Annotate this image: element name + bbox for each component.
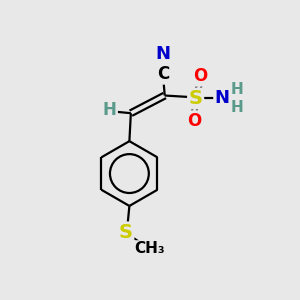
Text: O: O	[187, 112, 201, 130]
Text: H: H	[103, 101, 117, 119]
Text: H: H	[231, 100, 244, 115]
Text: N: N	[156, 45, 171, 63]
Text: CH₃: CH₃	[134, 241, 165, 256]
Text: S: S	[189, 89, 202, 108]
Text: S: S	[119, 223, 133, 242]
Text: N: N	[214, 89, 230, 107]
Text: H: H	[231, 82, 244, 97]
Text: C: C	[157, 65, 170, 83]
Text: O: O	[193, 68, 207, 85]
